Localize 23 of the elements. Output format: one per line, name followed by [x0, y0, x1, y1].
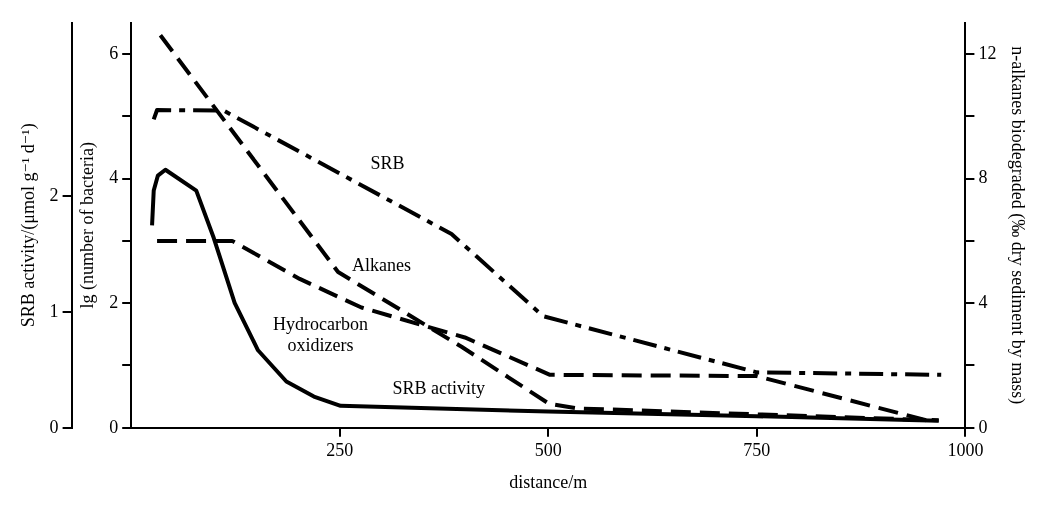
y-tick-label: 2 [109, 291, 119, 312]
y2-tick-label: 4 [978, 291, 988, 312]
x-tick-label: 500 [534, 440, 562, 461]
y2-tick-label: 8 [978, 167, 988, 188]
y3-tick-label: 1 [49, 300, 59, 321]
y2-tick-label: 0 [978, 416, 988, 437]
x-tick-label: 750 [743, 440, 771, 461]
x-tick-label: 250 [326, 440, 354, 461]
y2-axis-title: n-alkanes biodegraded (‰ dry sediment by mass) [1007, 46, 1029, 405]
y3-axis-title: SRB activity/(μmol g⁻¹ d⁻¹) [17, 123, 39, 328]
x-tick-label: 1000 [947, 440, 984, 461]
y3-tick-label: 2 [49, 185, 59, 206]
y-tick-label: 6 [109, 42, 119, 63]
y3-tick-label: 0 [49, 416, 59, 437]
x-axis-title: distance/m [509, 471, 588, 492]
series-label: Alkanes [352, 254, 412, 275]
series-label: SRB activity [392, 378, 486, 398]
y-axis-title: lg (number of bacteria) [77, 142, 99, 309]
y-tick-label: 4 [109, 167, 119, 188]
y-tick-label: 0 [109, 416, 119, 437]
y2-tick-label: 12 [978, 42, 997, 63]
series-label: SRB [370, 153, 405, 174]
series-label: Hydrocarbon oxidizers [273, 313, 369, 355]
